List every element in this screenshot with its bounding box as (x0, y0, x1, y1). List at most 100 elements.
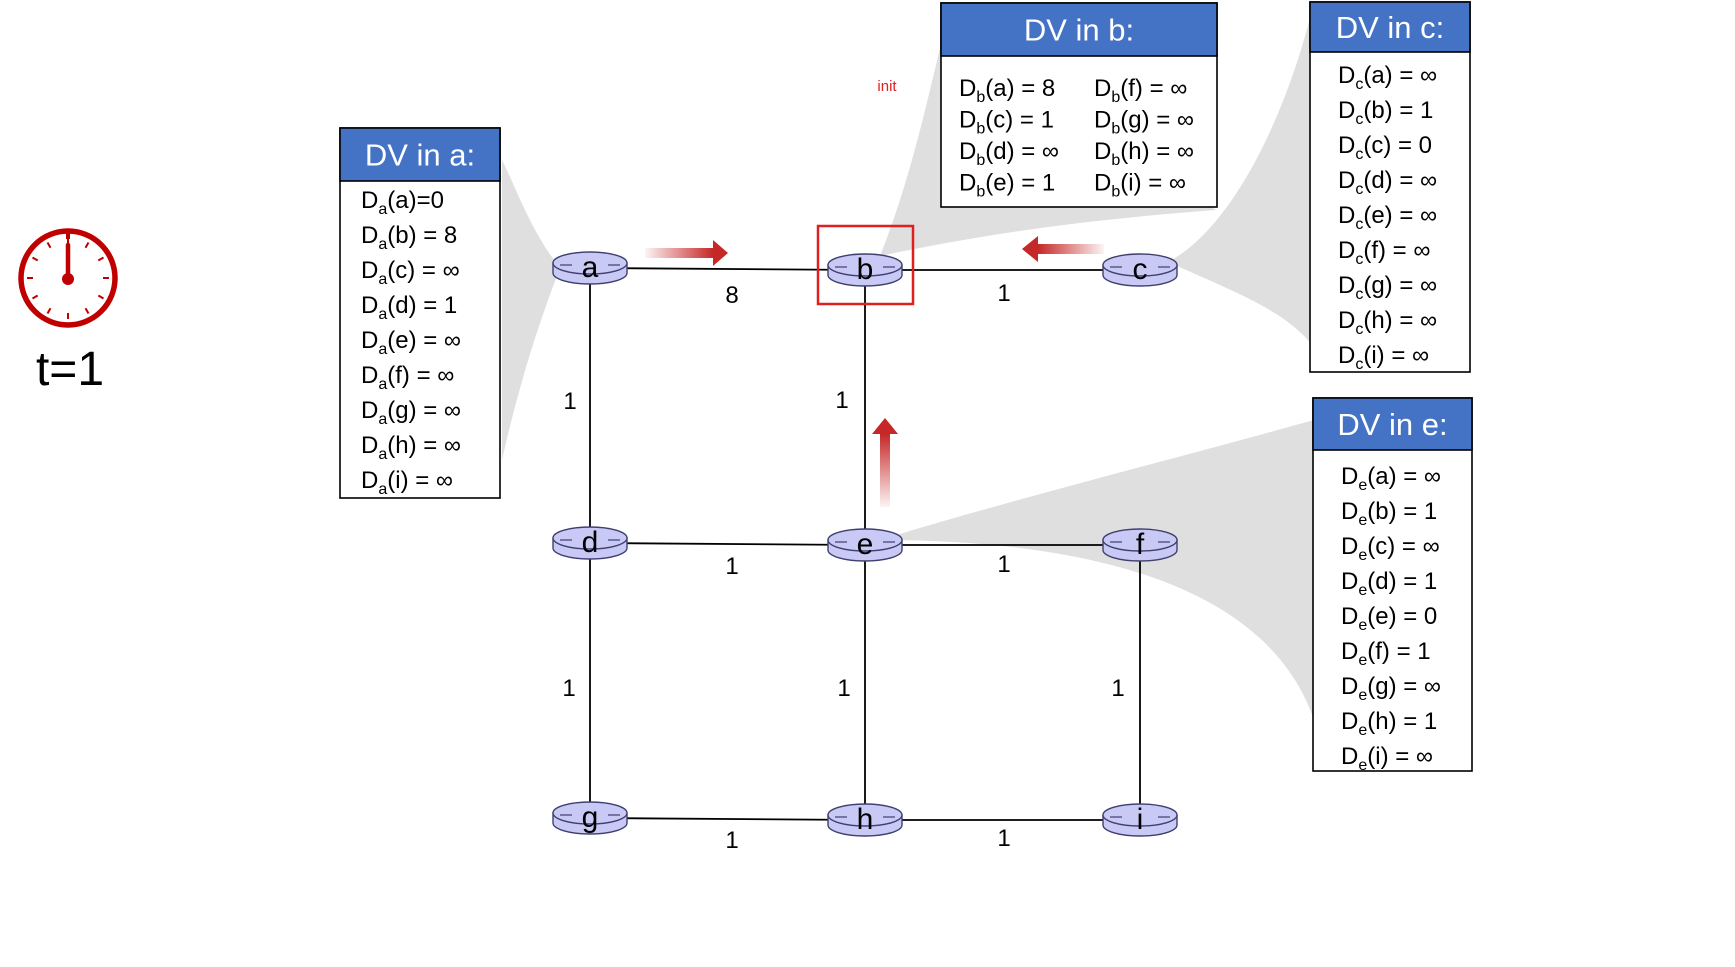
router-label: f (1136, 528, 1145, 561)
router-label: e (857, 528, 874, 561)
arrow-head (1022, 236, 1038, 262)
router-top (1102, 253, 1178, 277)
arrow-shaft (645, 248, 713, 258)
dv-entry-c-f: Dc(f) = ∞ (1338, 237, 1430, 268)
router-top (827, 253, 903, 277)
router-label: d (582, 526, 599, 559)
router-d[interactable]: d (552, 526, 628, 560)
link-costs: 8 1 1 1 1 1 1 1 1 1 1 (562, 280, 1124, 854)
routers: a b c d e f g h i (552, 251, 1178, 837)
dv-entry-b-d: Db(d) = ∞ (959, 138, 1059, 169)
router-top (552, 526, 628, 550)
dv-entry-c-c: Dc(c) = 0 (1338, 132, 1432, 163)
callout-a (502, 160, 560, 460)
router-i[interactable]: i (1102, 803, 1178, 837)
router-top (1102, 803, 1178, 827)
callout-e (880, 420, 1314, 720)
table-title: DV in c: (1336, 10, 1445, 45)
router-a[interactable]: a (552, 251, 628, 285)
highlight-box-b (816, 224, 915, 306)
time-label: t=1 (36, 343, 104, 396)
dv-entry-a-b: Da(b) = 8 (361, 222, 457, 253)
link-cost-f-i: 1 (1111, 675, 1124, 702)
dv-entry-a-f: Da(f) = ∞ (361, 362, 454, 393)
message-arrow-e-to-b (872, 418, 898, 507)
links (589, 267, 1141, 821)
dv-entry-c-g: Dc(g) = ∞ (1338, 272, 1437, 303)
dv-entry-b-e: Db(e) = 1 (959, 170, 1055, 201)
dv-entry-a-c: Da(c) = ∞ (361, 257, 460, 288)
router-top (552, 801, 628, 825)
dv-entry-b-f: Db(f) = ∞ (1094, 75, 1187, 106)
table-title: DV in e: (1337, 407, 1447, 442)
link-cost-d-g: 1 (562, 675, 575, 702)
link-d-e (589, 542, 866, 546)
link-cost-b-c: 1 (997, 280, 1010, 307)
dv-entry-e-d: De(d) = 1 (1341, 568, 1437, 599)
table-header (940, 2, 1218, 57)
table-title: DV in b: (1024, 13, 1134, 48)
callout-c (1168, 10, 1312, 345)
timer-tick (46, 241, 52, 249)
router-top (1102, 528, 1178, 552)
dv-entry-c-b: Dc(b) = 1 (1338, 97, 1433, 128)
dv-entry-c-i: Dc(i) = ∞ (1338, 342, 1429, 373)
timer-tick (84, 307, 90, 315)
router-b[interactable]: b (827, 253, 903, 287)
router-label: h (857, 803, 874, 836)
router-label: g (582, 801, 599, 834)
dv-entry-a-e: Da(e) = ∞ (361, 327, 461, 358)
dv-entry-a-h: Da(h) = ∞ (361, 432, 461, 463)
dv-entry-e-a: De(a) = ∞ (1341, 463, 1441, 494)
link-a-b (589, 267, 866, 271)
router-c[interactable]: c (1102, 253, 1178, 287)
timer-tick (97, 294, 105, 300)
timer-tick (46, 307, 52, 315)
dv-entry-b-h: Db(h) = ∞ (1094, 138, 1194, 169)
dv-entry-a-i: Da(i) = ∞ (361, 467, 453, 498)
router-h[interactable]: h (827, 803, 903, 837)
arrow-shaft (880, 434, 890, 507)
dv-table-b: DV in b: Db(a) = 8Db(c) = 1Db(d) = ∞Db(e)… (940, 2, 1218, 208)
table-frame (339, 127, 501, 499)
dv-entry-b-i: Db(i) = ∞ (1094, 170, 1186, 201)
link-cost-a-d: 1 (563, 388, 576, 415)
router-label: b (857, 253, 874, 286)
dv-entry-b-a: Db(a) = 8 (959, 75, 1055, 106)
timer-tick (84, 241, 90, 249)
message-arrow-c-to-b (1022, 236, 1104, 262)
router-top (827, 528, 903, 552)
dv-entry-e-i: De(i) = ∞ (1341, 743, 1433, 774)
router-f[interactable]: f (1102, 528, 1178, 562)
link-cost-g-h: 1 (725, 827, 738, 854)
link-g-h (589, 817, 866, 821)
link-cost-d-e: 1 (725, 553, 738, 580)
dv-entry-e-e: De(e) = 0 (1341, 603, 1437, 634)
dv-entry-e-f: De(f) = 1 (1341, 638, 1431, 669)
dv-entry-c-e: Dc(e) = ∞ (1338, 202, 1437, 233)
table-header (1312, 397, 1473, 451)
message-arrows (645, 236, 1104, 507)
router-top (552, 251, 628, 275)
dv-entry-e-b: De(b) = 1 (1341, 498, 1437, 529)
link-cost-e-f: 1 (997, 551, 1010, 578)
router-top (827, 803, 903, 827)
dv-entry-a-g: Da(g) = ∞ (361, 397, 461, 428)
table-title: DV in a: (365, 138, 475, 173)
dv-entry-e-c: De(c) = ∞ (1341, 533, 1440, 564)
timer-tick (97, 256, 105, 262)
link-cost-h-i: 1 (997, 825, 1010, 852)
link-cost-e-h: 1 (837, 675, 850, 702)
router-label: c (1133, 253, 1148, 286)
dv-entry-c-h: Dc(h) = ∞ (1338, 307, 1437, 338)
message-arrow-a-to-b (645, 240, 728, 266)
dv-entry-c-d: Dc(d) = ∞ (1338, 167, 1437, 198)
router-g[interactable]: g (552, 801, 628, 835)
router-e[interactable]: e (827, 528, 903, 562)
arrow-head (713, 240, 728, 266)
dv-table-e: DV in e: De(a) = ∞ De(b) = 1 De(c) = ∞ De(d)… (1312, 397, 1473, 774)
dv-entry-c-a: Dc(a) = ∞ (1338, 62, 1437, 93)
table-header (1309, 1, 1471, 53)
timer-tick (31, 256, 39, 262)
